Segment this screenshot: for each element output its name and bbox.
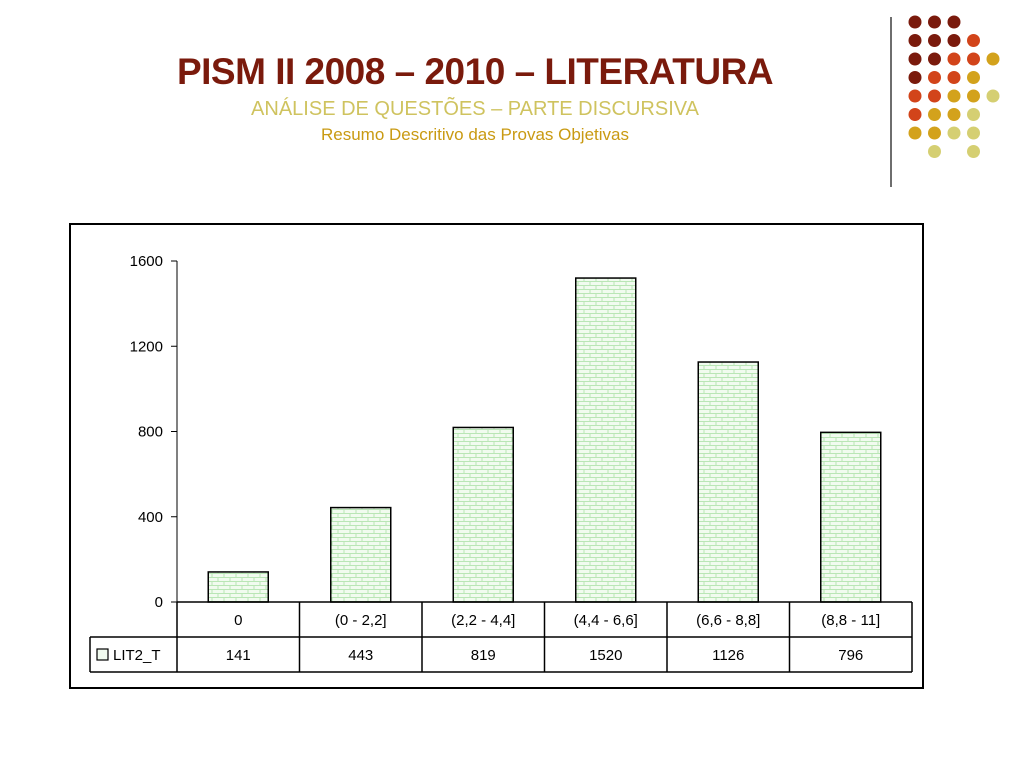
bar bbox=[207, 571, 269, 603]
decorative-dot bbox=[928, 126, 941, 140]
decorative-dot bbox=[947, 126, 961, 140]
slide-subtitle-secondary: Resumo Descritivo das Provas Objetivas bbox=[320, 125, 629, 144]
bar bbox=[452, 426, 514, 603]
decorative-dot bbox=[928, 34, 941, 47]
x-category-label: 0 bbox=[234, 612, 242, 629]
data-table-value: 1126 bbox=[712, 647, 744, 664]
data-table-value: 819 bbox=[471, 647, 496, 664]
x-category-label: (8,8 - 11] bbox=[821, 612, 880, 629]
x-category-label: (0 - 2,2] bbox=[335, 612, 387, 629]
decorative-dot bbox=[967, 89, 980, 103]
decorative-dot bbox=[967, 34, 980, 47]
x-category-label: (2,2 - 4,4] bbox=[451, 612, 515, 629]
decorative-dot bbox=[986, 52, 1000, 66]
decorative-dot-grid bbox=[908, 15, 1000, 158]
decorative-dot bbox=[928, 108, 941, 121]
slide-title: PISM II 2008 – 2010 – LITERATURA bbox=[176, 51, 774, 92]
bar bbox=[697, 361, 759, 603]
y-tick-label: 0 bbox=[155, 594, 163, 611]
legend-swatch bbox=[96, 648, 109, 661]
decorative-dot bbox=[908, 71, 922, 84]
slide-subtitle: ANÁLISE DE QUESTÕES – PARTE DISCURSIVA bbox=[251, 98, 699, 120]
bar bbox=[820, 431, 882, 603]
title-block: PISM II 2008 – 2010 – LITERATURA ANÁLISE… bbox=[70, 50, 880, 146]
y-tick-label: 400 bbox=[138, 509, 163, 526]
decorative-dot bbox=[967, 71, 980, 84]
data-table-value: 141 bbox=[226, 647, 251, 664]
decorative-dot bbox=[967, 108, 980, 121]
bar bbox=[330, 506, 392, 603]
decorative-dot bbox=[908, 52, 922, 66]
decorative-dot bbox=[908, 89, 922, 103]
data-table-value: 1520 bbox=[589, 647, 622, 664]
y-tick-label: 800 bbox=[138, 424, 163, 441]
legend-label: LIT2_T bbox=[113, 647, 161, 664]
chart-frame: 0 400 800 1200 1600 0 141 (0 - 2,2] 443 (2,2 - 4,… bbox=[69, 223, 924, 689]
decorative-dot bbox=[947, 52, 961, 66]
x-category-label: (6,6 - 8,8] bbox=[696, 612, 760, 629]
decorative-divider bbox=[890, 17, 892, 187]
data-table-value: 443 bbox=[348, 647, 373, 664]
decorative-dot bbox=[986, 89, 1000, 103]
decorative-dot bbox=[908, 15, 922, 29]
y-tick-label: 1200 bbox=[130, 338, 163, 355]
decorative-dot bbox=[928, 15, 941, 29]
decorative-dot bbox=[928, 71, 941, 84]
decorative-dot bbox=[928, 145, 941, 158]
y-tick-label: 1600 bbox=[130, 253, 163, 270]
decorative-dot bbox=[908, 108, 922, 121]
decorative-dot bbox=[967, 52, 980, 66]
data-table-value: 796 bbox=[838, 647, 863, 664]
decorative-dot bbox=[908, 34, 922, 47]
bar bbox=[575, 277, 637, 603]
decorative-dot bbox=[928, 89, 941, 103]
decorative-dot bbox=[947, 71, 961, 84]
decorative-dot bbox=[947, 89, 961, 103]
bar-chart: 0 400 800 1200 1600 0 141 (0 - 2,2] 443 (2,2 - 4,… bbox=[89, 253, 913, 673]
decorative-dot bbox=[947, 34, 961, 47]
decorative-dot bbox=[967, 126, 980, 140]
decorative-dot bbox=[967, 145, 980, 158]
decorative-dot bbox=[947, 15, 961, 29]
decorative-dot bbox=[947, 108, 961, 121]
x-category-label: (4,4 - 6,6] bbox=[574, 612, 638, 629]
decorative-dot bbox=[928, 52, 941, 66]
decorative-dot bbox=[908, 126, 922, 140]
